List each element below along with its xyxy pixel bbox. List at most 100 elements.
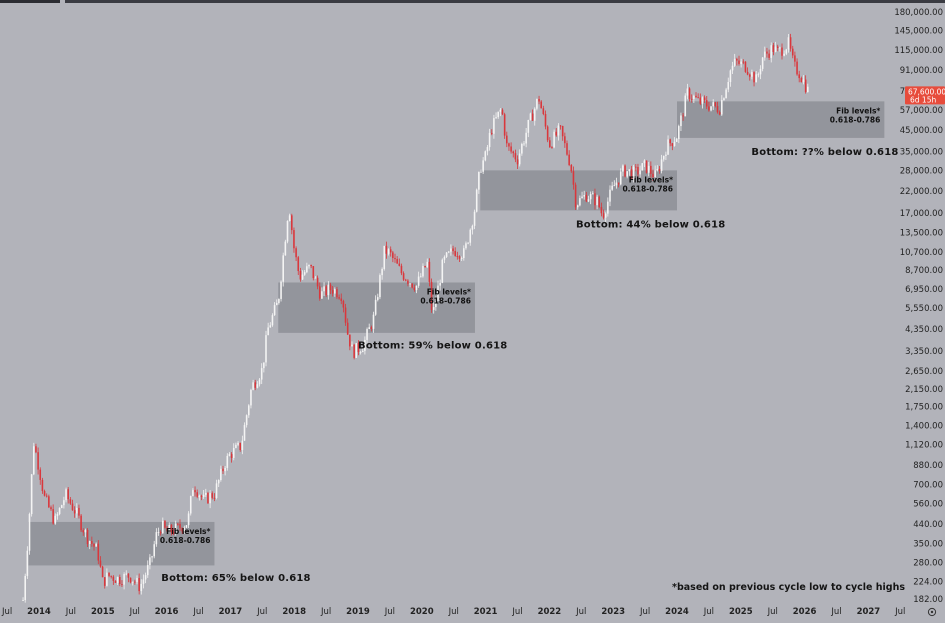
y-tick-label: 2,650.00 (905, 367, 943, 377)
candle-body (662, 155, 665, 160)
candle-body (299, 271, 302, 280)
y-tick-label: 182.00 (913, 595, 943, 605)
y-tick-label: 560.00 (913, 499, 943, 509)
candle-body (667, 139, 669, 155)
candle-body (622, 165, 624, 172)
candle-body (660, 159, 663, 171)
candle-body (718, 112, 721, 115)
candle-body (88, 541, 91, 545)
candle-body (164, 520, 166, 528)
candle-body (54, 515, 57, 524)
candle-body (529, 113, 532, 120)
candle-body (645, 160, 648, 173)
y-tick-label: 880.00 (913, 461, 943, 471)
candle-body (241, 440, 244, 451)
candle-body (374, 299, 377, 315)
x-axis[interactable]: Jul 2014 Jul 2015 Jul 2016 Jul 2017 Jul 2018 Jul 20… (1, 607, 905, 617)
candle-body (86, 529, 89, 545)
settings-icon[interactable] (927, 607, 937, 617)
candle-body (443, 256, 446, 260)
candle-body (297, 257, 300, 272)
candle-body (177, 523, 179, 525)
y-tick-label: 8,700.00 (905, 266, 943, 276)
y-tick-label: 10,700.00 (900, 248, 943, 258)
candle-body (82, 530, 85, 533)
candle-body (192, 490, 194, 497)
candle-body (127, 573, 130, 578)
candle-body (536, 98, 538, 109)
candle-body (194, 490, 196, 493)
candle-body (140, 583, 143, 592)
candle-body (781, 47, 783, 56)
candle-body (478, 171, 480, 190)
candle-body (286, 220, 289, 242)
candle-body (802, 79, 805, 83)
fib-zone-label-title: Fib levels* (629, 175, 673, 184)
candle-body (555, 131, 558, 136)
candle-body (116, 577, 119, 583)
candle-body (58, 507, 61, 515)
candle-body (329, 284, 332, 291)
candle-body (56, 514, 59, 516)
candle-body (768, 53, 770, 58)
y-tick-label: 440.00 (913, 520, 943, 530)
candle-body (404, 279, 407, 281)
candle-body (469, 229, 472, 243)
candle-body (198, 495, 201, 497)
candle-body (351, 344, 353, 347)
candle-body (587, 199, 590, 202)
candle-body (458, 256, 461, 259)
candle-body (301, 274, 304, 280)
candle-body (336, 289, 338, 298)
candle-body (779, 47, 781, 49)
candle-body (643, 160, 646, 164)
y-tick-label: 3,350.00 (905, 347, 943, 357)
candle-body (531, 113, 534, 121)
candle-body (594, 193, 596, 206)
fib-zone-label-title: Fib levels* (427, 287, 471, 296)
candle-body (619, 171, 622, 185)
candle-body (237, 442, 239, 445)
candle-body (288, 215, 291, 221)
candle-body (224, 467, 226, 472)
footnote: *based on previous cycle low to cycle hi… (672, 582, 905, 593)
candle-body (370, 327, 373, 329)
candle-body (265, 335, 267, 363)
candle-body (800, 78, 803, 83)
candle-body (658, 168, 661, 171)
candle-body (740, 61, 742, 64)
y-axis[interactable]: 180,000.00 145,000.00 115,000.00 91,000.00 7… (894, 8, 943, 605)
annotations: Bottom: 65% below 0.618 Bottom: 59% below… (161, 147, 898, 584)
candle-body (733, 58, 736, 66)
candle-body (574, 184, 577, 208)
candle-body (142, 579, 145, 584)
candle-body (52, 509, 54, 524)
fib-zone-2 (278, 282, 475, 333)
candle-body (28, 514, 31, 551)
candle-body (151, 556, 153, 558)
fib-zone-1 (28, 521, 215, 566)
x-tick-label: Jul (830, 607, 841, 617)
candle-body (252, 382, 254, 390)
candle-body (207, 492, 209, 504)
candle-body (35, 446, 37, 453)
candle-body (495, 117, 497, 119)
candle-body (400, 265, 403, 274)
candle-body (185, 525, 188, 528)
fib-zone-label-range: 0.618-0.786 (420, 296, 471, 305)
candle-body (271, 315, 274, 326)
candle-body (346, 322, 349, 335)
candle-body (417, 276, 420, 286)
candle-body (759, 68, 762, 75)
candle-body (275, 303, 278, 306)
candle-body (465, 243, 467, 249)
x-tick-label: Jul (894, 607, 905, 617)
candle-body (245, 415, 248, 426)
candle-body (671, 143, 674, 146)
y-tick-label: 22,000.00 (900, 187, 943, 197)
y-tick-label: 280.00 (913, 558, 943, 568)
x-tick-label: 2023 (601, 607, 625, 617)
candle-body (721, 100, 723, 115)
